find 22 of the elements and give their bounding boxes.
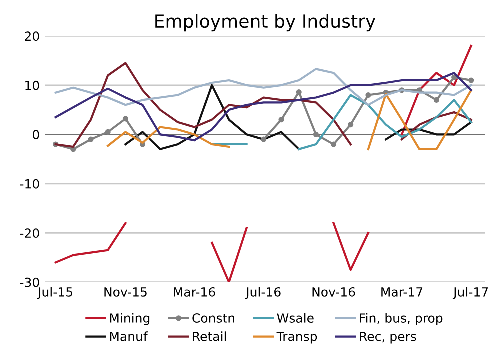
x-tick-label: Jul-15 — [37, 287, 72, 300]
legend-label: Constn — [192, 314, 234, 323]
x-tick-label: Mar-17 — [382, 288, 423, 297]
y-tick-label: 10 — [26, 80, 40, 90]
y-tick-label: 20 — [25, 32, 40, 42]
legend-label: Manuf — [110, 332, 148, 342]
legend-label: Fin, bus, prop — [360, 313, 443, 326]
x-tick-label: Jul-17 — [452, 287, 488, 300]
y-tick-label: -30 — [20, 278, 40, 288]
legend-label: Retail — [193, 332, 226, 342]
legend-label: Wsale — [277, 313, 314, 323]
x-tick-label: Jul-16 — [245, 287, 281, 300]
y-tick-label: 0 — [33, 130, 40, 140]
x-tick-label: Mar-16 — [174, 287, 216, 297]
y-tick-label: -20 — [20, 228, 40, 238]
x-tick-label: Nov-15 — [104, 288, 147, 297]
x-tick-label: Nov-16 — [312, 287, 356, 297]
chart-title: Employment by Industry — [156, 14, 376, 32]
y-tick-label: -10 — [20, 179, 40, 189]
legend-label: Transp — [276, 332, 318, 344]
legend-label: Rec, pers — [360, 332, 416, 344]
legend-label: Mining — [110, 313, 150, 326]
